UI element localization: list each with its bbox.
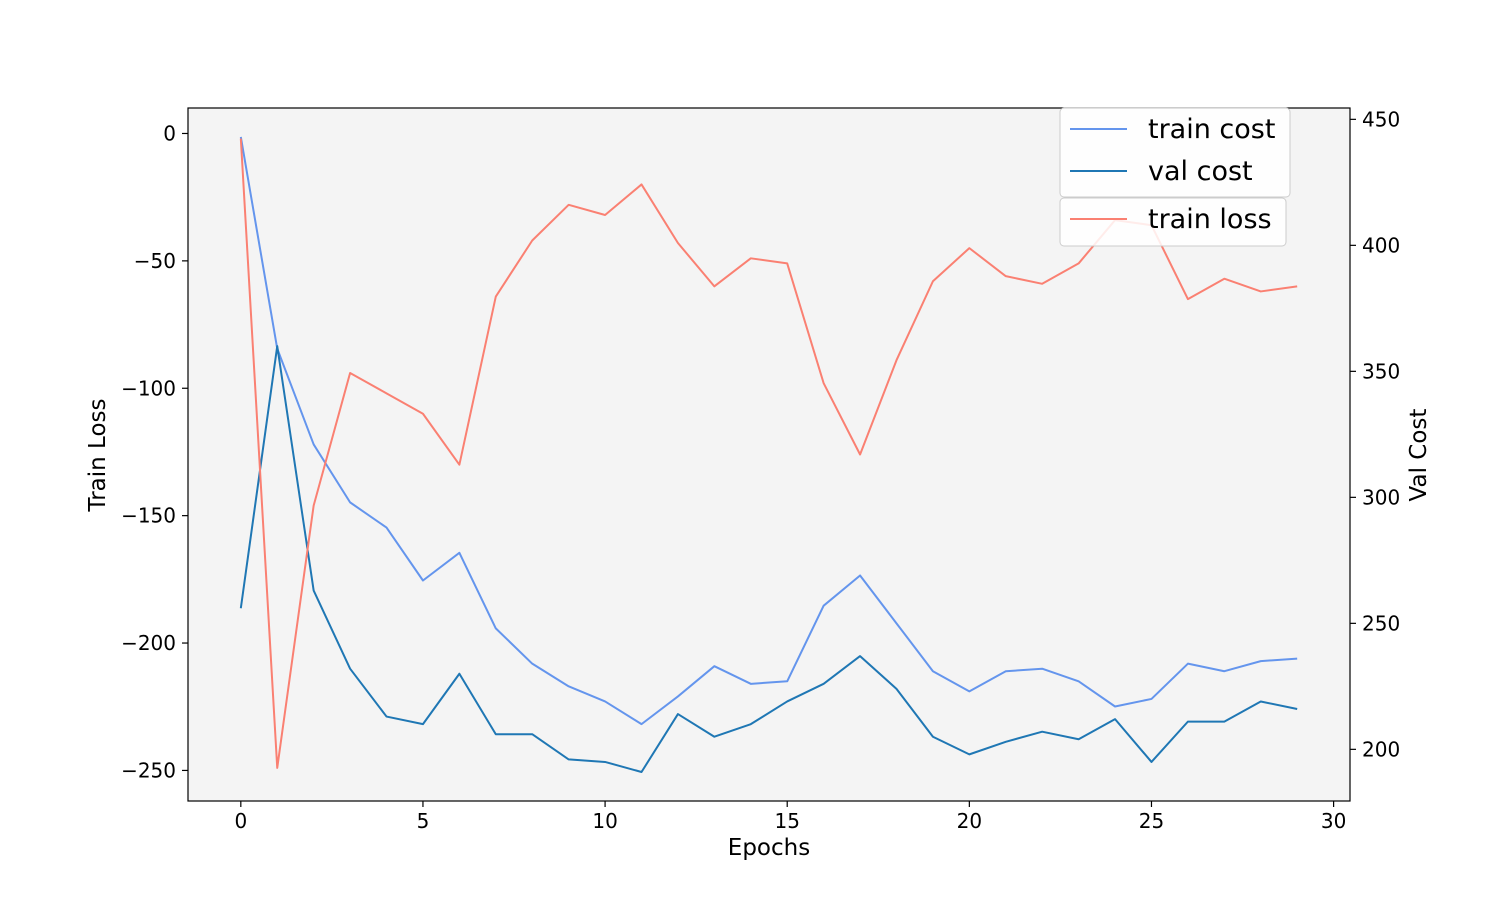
y-right-tick-label: 350 <box>1362 359 1400 383</box>
y-axis-right-label: Val Cost <box>1406 409 1432 502</box>
legend-box <box>1059 197 1287 247</box>
y-left-tick-label: −200 <box>121 631 176 655</box>
series-line-train-cost <box>239 136 1298 726</box>
x-tick-label: 10 <box>592 809 617 833</box>
legend-box <box>1059 107 1291 198</box>
legend-label: train loss <box>1148 204 1272 235</box>
x-tick-label: 0 <box>234 809 247 833</box>
y-axis-right: 200 250 300 350 400 450 <box>1350 107 1400 761</box>
x-tick-label: 25 <box>1139 809 1164 833</box>
y-right-tick-label: 200 <box>1362 737 1400 761</box>
plot-frame <box>187 107 1351 802</box>
legend-label: train cost <box>1148 114 1275 145</box>
y-right-tick-label: 450 <box>1362 107 1400 131</box>
y-axis-left-label: Train Loss <box>85 399 111 513</box>
y-left-tick-label: −150 <box>121 504 176 528</box>
y-left-tick-label: −100 <box>121 376 176 400</box>
y-axis-left: 0 −50 −100 −150 −200 −250 <box>121 121 188 782</box>
x-axis: 0 5 10 15 20 25 30 <box>234 801 1346 833</box>
y-right-tick-label: 250 <box>1362 611 1400 635</box>
x-tick-label: 15 <box>774 809 799 833</box>
x-tick-label: 30 <box>1321 809 1346 833</box>
series-line-val-cost <box>239 345 1298 774</box>
x-axis-label: Epochs <box>728 835 810 861</box>
y-right-tick-label: 300 <box>1362 485 1400 509</box>
legend: train cost val cost train loss <box>1059 107 1291 247</box>
x-tick-label: 5 <box>417 809 430 833</box>
x-tick-label: 20 <box>957 809 982 833</box>
y-left-tick-label: −50 <box>134 249 176 273</box>
legend-label: val cost <box>1148 156 1253 187</box>
y-left-tick-label: 0 <box>163 121 176 145</box>
y-right-tick-label: 400 <box>1362 233 1400 257</box>
y-left-tick-label: −250 <box>121 758 176 782</box>
